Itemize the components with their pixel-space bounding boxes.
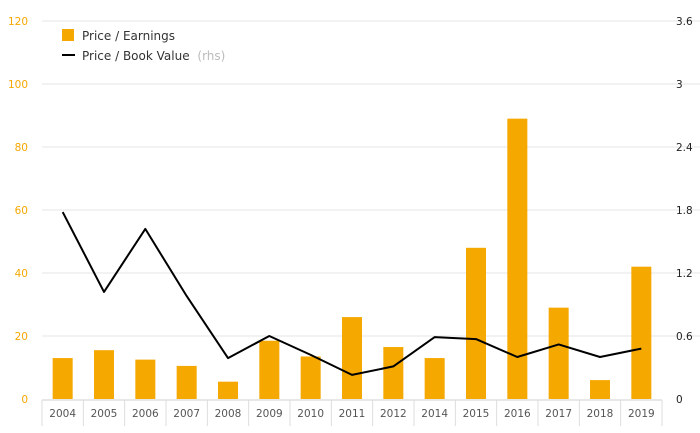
x-axis: 2004 2005 2006 2007 2008 2009 2010 2011 2012 2014… — [41, 399, 663, 426]
right-tick-label: 0 — [676, 394, 683, 406]
x-tick-label: 2014 — [421, 408, 448, 420]
bar — [300, 356, 321, 399]
legend-label-price-earnings: Price / Earnings — [82, 29, 175, 43]
legend-note-rhs: (rhs) — [197, 49, 225, 63]
right-tick-label: 3 — [676, 79, 683, 91]
x-tick-label: 2017 — [545, 408, 572, 420]
x-tick-label: 2005 — [91, 408, 118, 420]
x-tick-label: 2015 — [463, 408, 490, 420]
x-tick-label: 2012 — [380, 408, 407, 420]
x-tick-label: 2018 — [587, 408, 614, 420]
x-tick-label: 2019 — [628, 408, 655, 420]
bar — [342, 317, 362, 399]
x-tick-label: 2004 — [49, 408, 76, 420]
bar — [507, 118, 528, 400]
bar — [424, 358, 445, 399]
left-tick-label: 120 — [8, 16, 28, 28]
right-tick-label: 1.2 — [676, 268, 693, 280]
left-tick-label: 100 — [8, 79, 28, 91]
bar — [94, 350, 114, 399]
legend-swatch-price-earnings — [62, 29, 74, 41]
right-tick-label: 3.6 — [676, 16, 693, 28]
left-tick-label: 60 — [15, 205, 28, 217]
x-tick-label: 2006 — [132, 408, 159, 420]
bar — [52, 358, 73, 399]
left-axis-ticks: 0 20 40 60 80 100 120 — [8, 16, 28, 406]
legend-label-price-book-value-text: Price / Book Value — [82, 49, 190, 63]
right-axis-ticks: 0 0.6 1.2 1.8 2.4 3 3.6 — [676, 16, 693, 406]
bar — [176, 365, 197, 399]
bar — [383, 347, 404, 399]
x-tick-label: 2011 — [339, 408, 366, 420]
x-tick-label: 2010 — [297, 408, 324, 420]
right-tick-label: 2.4 — [676, 142, 693, 154]
left-tick-label: 20 — [15, 331, 28, 343]
right-tick-label: 1.8 — [676, 205, 693, 217]
x-tick-label: 2008 — [215, 408, 242, 420]
bar — [631, 266, 652, 399]
legend-label-price-book-value: Price / Book Value (rhs) — [82, 49, 225, 63]
legend: Price / Earnings Price / Book Value (rhs… — [62, 29, 225, 63]
right-tick-label: 0.6 — [676, 331, 693, 343]
bar — [135, 359, 156, 399]
gridlines — [42, 20, 700, 337]
bar — [548, 307, 569, 399]
bar — [259, 340, 280, 399]
bars — [52, 118, 652, 400]
left-tick-label: 0 — [21, 394, 28, 406]
line-series — [61, 211, 642, 376]
left-tick-label: 40 — [15, 268, 28, 280]
bar — [466, 247, 486, 399]
bar — [590, 380, 610, 399]
left-tick-label: 80 — [15, 142, 28, 154]
line-path — [61, 211, 642, 376]
x-tick-label: 2009 — [256, 408, 283, 420]
bar — [218, 381, 238, 399]
x-tick-label: 2016 — [504, 408, 531, 420]
x-tick-label: 2007 — [173, 408, 200, 420]
